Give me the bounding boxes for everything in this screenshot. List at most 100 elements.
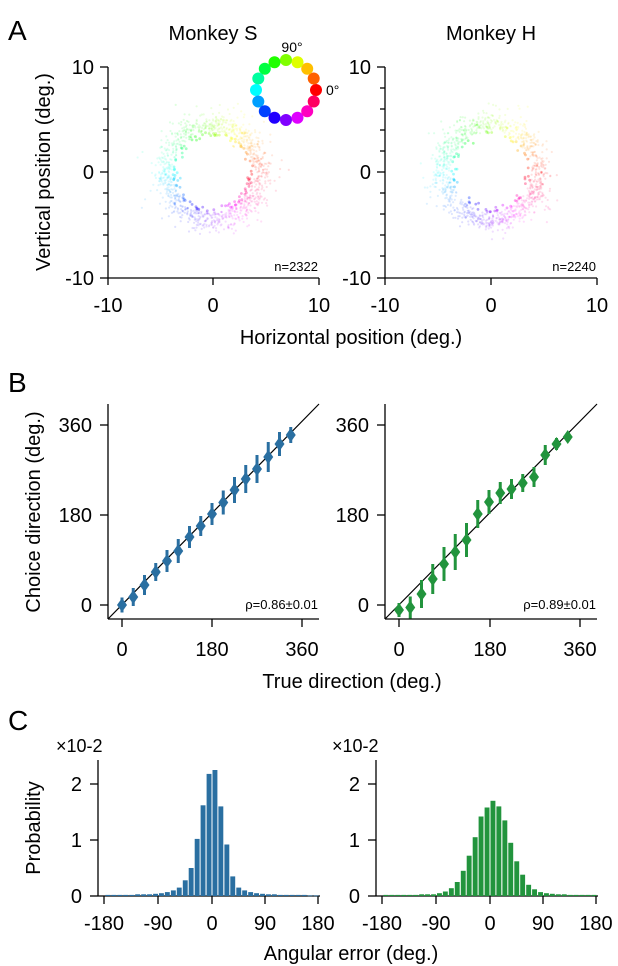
position-point [199, 131, 202, 134]
position-point [208, 127, 211, 130]
position-point [535, 155, 538, 158]
position-point [522, 140, 525, 143]
position-point [254, 131, 257, 134]
position-point [257, 197, 260, 200]
position-point [254, 207, 257, 210]
position-point [249, 209, 252, 212]
position-point [179, 215, 182, 219]
position-point [186, 206, 189, 210]
position-point [163, 182, 166, 185]
position-point [452, 178, 456, 182]
histogram-bar [419, 894, 425, 896]
position-point [458, 119, 462, 122]
position-point [536, 162, 539, 165]
histogram-bar [472, 837, 478, 896]
position-point [484, 123, 487, 126]
position-point [507, 215, 510, 218]
position-point [451, 151, 454, 154]
position-point [193, 135, 196, 138]
position-point [505, 227, 508, 230]
position-point [522, 124, 525, 127]
position-point [162, 166, 165, 169]
position-point [470, 213, 473, 216]
position-point [265, 185, 268, 189]
data-point [274, 437, 285, 451]
position-point [473, 212, 476, 215]
position-point [533, 175, 537, 178]
position-point [474, 219, 477, 222]
position-point [471, 220, 474, 223]
position-point [490, 221, 493, 224]
position-point [174, 132, 177, 135]
histogram-bar [135, 894, 141, 896]
position-point [535, 174, 538, 177]
position-point [540, 170, 543, 174]
position-point [478, 126, 482, 129]
position-point [227, 209, 230, 212]
position-point [207, 125, 210, 128]
position-point [225, 132, 228, 135]
position-point [456, 139, 459, 142]
position-point [520, 136, 523, 139]
position-point [252, 145, 255, 148]
position-point [163, 168, 166, 171]
position-point [533, 150, 536, 153]
position-point [235, 124, 238, 127]
position-point [239, 145, 243, 148]
position-point [531, 200, 534, 203]
position-point [205, 212, 208, 215]
position-point [213, 124, 216, 127]
position-point [456, 121, 459, 124]
position-point [165, 167, 168, 170]
c1-xtick-180: 180 [301, 913, 334, 935]
position-point [438, 171, 442, 174]
position-point [514, 216, 517, 219]
position-point [239, 143, 243, 147]
position-point [171, 173, 175, 177]
position-point [205, 209, 209, 213]
position-point [227, 128, 231, 131]
position-point [535, 164, 539, 167]
position-point [226, 225, 230, 228]
position-point [254, 196, 257, 199]
position-point [497, 223, 500, 226]
position-point [221, 123, 224, 126]
position-point [226, 204, 230, 207]
position-point [527, 208, 530, 211]
position-point [442, 188, 445, 192]
position-point [267, 179, 270, 182]
position-point [438, 163, 442, 166]
position-point [160, 176, 163, 179]
position-point [248, 198, 252, 201]
position-point [172, 168, 176, 172]
panel-label-c: C [8, 705, 28, 736]
position-point [215, 115, 218, 118]
position-point [520, 199, 523, 202]
a2-title: Monkey H [446, 23, 536, 45]
position-point [532, 180, 535, 183]
position-point [184, 122, 187, 125]
position-point [484, 117, 487, 120]
position-point [217, 231, 220, 234]
b1-data [117, 427, 296, 613]
position-point [250, 172, 254, 176]
position-point [261, 163, 264, 166]
position-point [476, 217, 479, 220]
position-point [518, 213, 521, 216]
position-point [250, 210, 253, 213]
position-point [232, 128, 236, 131]
position-point [505, 219, 508, 222]
position-point [164, 173, 168, 176]
position-point [179, 123, 182, 126]
position-point [238, 219, 241, 222]
position-point [220, 215, 223, 218]
position-point [225, 214, 228, 217]
b2-xtick-180: 180 [473, 639, 506, 661]
histogram-bar [170, 890, 176, 896]
position-point [517, 132, 521, 136]
position-point [253, 165, 256, 168]
position-point [541, 191, 544, 194]
position-point [241, 217, 244, 220]
position-point [515, 199, 519, 203]
position-point [165, 158, 168, 161]
